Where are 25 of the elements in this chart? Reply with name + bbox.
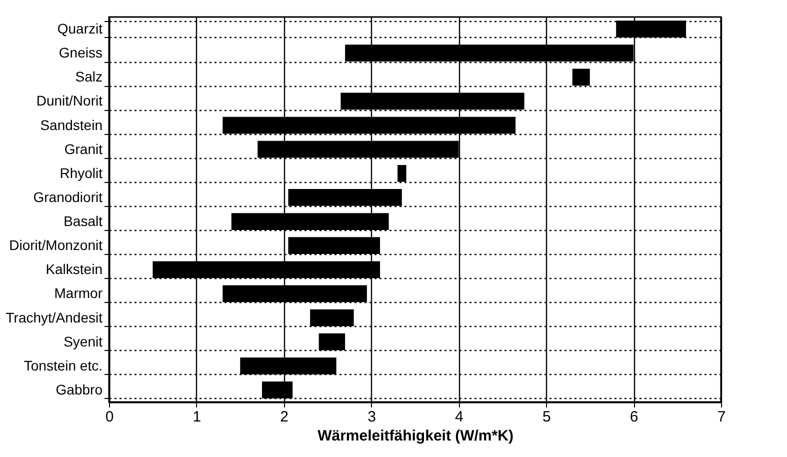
y-tick-label: Syenit (64, 333, 103, 350)
y-tick-label: Marmor (54, 285, 103, 302)
x-tick-label: 3 (368, 408, 376, 426)
y-tick-label: Diorit/Monzonit (9, 237, 103, 254)
y-tick-label: Granit (64, 140, 103, 157)
x-tick-label: 7 (717, 408, 726, 426)
y-tick-label: Rhyolit (60, 164, 103, 181)
y-tick-label: Sandstein (40, 116, 102, 133)
y-tick-label: Gabbro (56, 381, 103, 398)
x-tick-label: 1 (192, 408, 202, 426)
x-tick-label: 0 (105, 408, 114, 426)
y-tick-label: Salz (75, 68, 102, 85)
x-axis-title: Wärmeleitfähigkeit (W/m*K) (318, 428, 514, 444)
x-tick-label: 5 (542, 408, 551, 426)
x-tick-label: 2 (280, 408, 289, 426)
x-tick-label: 6 (630, 408, 638, 426)
y-tick-label: Dunit/Norit (36, 92, 103, 109)
y-tick-label: Basalt (64, 213, 103, 230)
y-tick-label: Quarzit (57, 20, 103, 37)
y-tick-label: Granodiorit (33, 188, 103, 205)
y-tick-label: Gneiss (58, 44, 102, 61)
y-tick-label: Kalkstein (46, 261, 102, 278)
x-tick-label: 4 (455, 408, 464, 426)
y-tick-label: Tonstein etc. (24, 357, 102, 374)
y-tick-label: Trachyt/Andesit (6, 309, 103, 326)
